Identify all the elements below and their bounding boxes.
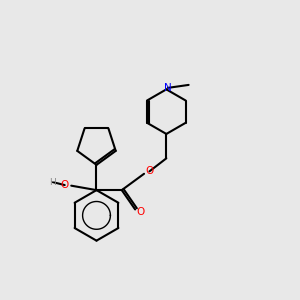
Text: O: O xyxy=(145,167,154,176)
Text: H: H xyxy=(50,178,56,187)
Text: N: N xyxy=(164,83,172,93)
Text: O: O xyxy=(61,180,69,190)
Text: O: O xyxy=(136,207,145,217)
